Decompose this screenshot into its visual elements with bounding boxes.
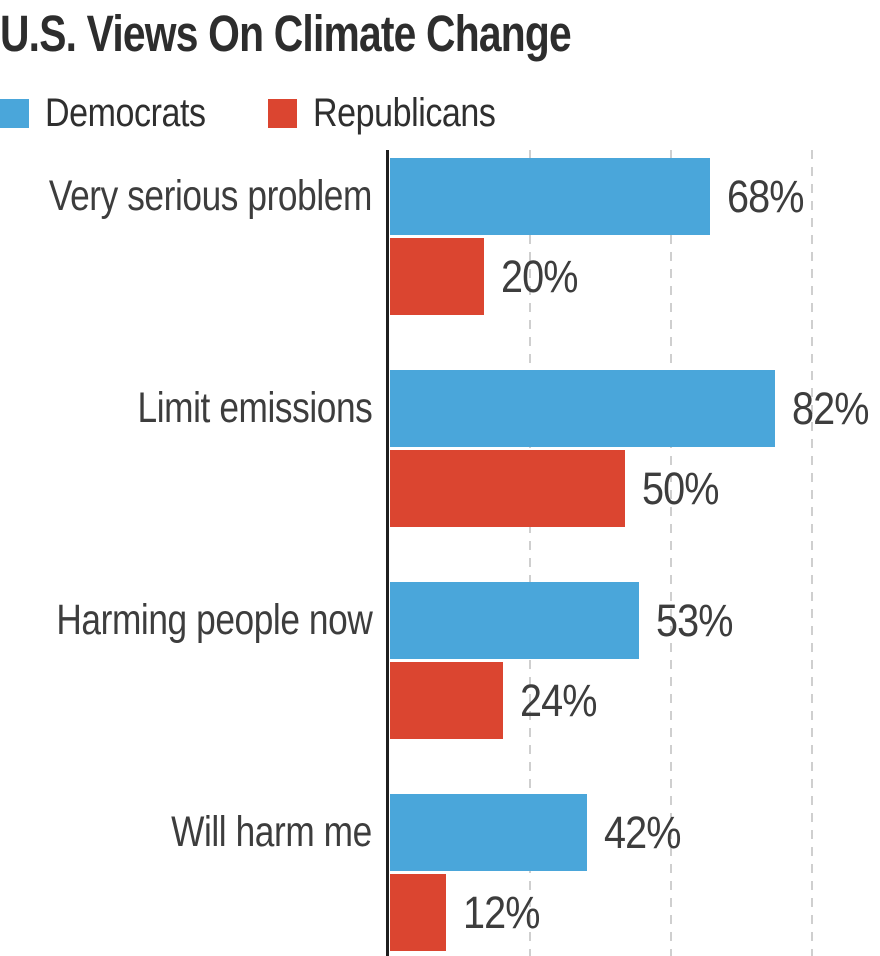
value-label-text: 68% — [726, 170, 805, 222]
bar-republicans — [390, 450, 625, 527]
category-label: Harming people now — [0, 582, 372, 659]
legend-label-democrats: Democrats — [45, 91, 206, 135]
value-label-text: 20% — [501, 250, 579, 302]
bar-democrats — [390, 158, 710, 235]
value-label-text: 12% — [463, 886, 541, 938]
value-label-republicans: 50% — [642, 450, 729, 527]
bar-republicans — [390, 662, 503, 739]
gridline-60 — [670, 150, 672, 956]
value-label-text: 42% — [604, 806, 682, 858]
gridline-90 — [811, 150, 813, 956]
value-label-text: 24% — [519, 674, 598, 726]
bar-democrats — [390, 794, 588, 871]
category-label-text: Will harm me — [171, 808, 372, 856]
category-label-text: Very serious problem — [48, 172, 372, 220]
bar-republicans — [390, 238, 484, 315]
value-label-republicans: 20% — [501, 238, 588, 315]
category-label: Limit emissions — [0, 370, 372, 447]
legend-label-republicans: Republicans — [312, 91, 496, 135]
category-label-text: Limit emissions — [137, 384, 372, 432]
value-label-democrats: 82% — [792, 370, 879, 447]
category-label: Will harm me — [0, 794, 372, 871]
value-label-republicans: 12% — [463, 874, 550, 951]
legend-item-democrats: Democrats — [0, 93, 234, 133]
bar-democrats — [390, 582, 640, 659]
value-label-text: 50% — [642, 462, 720, 514]
value-label-text: 53% — [656, 594, 734, 646]
legend: Democrats Republicans — [0, 93, 528, 133]
value-label-democrats: 42% — [604, 794, 691, 871]
chart-title: U.S. Views On Climate Change — [0, 5, 572, 62]
gridline-30 — [529, 150, 531, 956]
democrats-swatch-icon — [0, 98, 29, 128]
bar-democrats — [390, 370, 776, 447]
value-label-text: 82% — [792, 382, 870, 434]
bar-republicans — [390, 874, 447, 951]
category-label-text: Harming people now — [55, 596, 372, 644]
legend-item-republicans: Republicans — [267, 91, 528, 135]
value-label-democrats: 53% — [656, 582, 743, 659]
category-label: Very serious problem — [0, 158, 372, 235]
value-label-democrats: 68% — [727, 158, 814, 235]
y-axis-baseline — [386, 150, 389, 956]
republicans-swatch-icon — [267, 98, 297, 128]
value-label-republicans: 24% — [520, 662, 607, 739]
